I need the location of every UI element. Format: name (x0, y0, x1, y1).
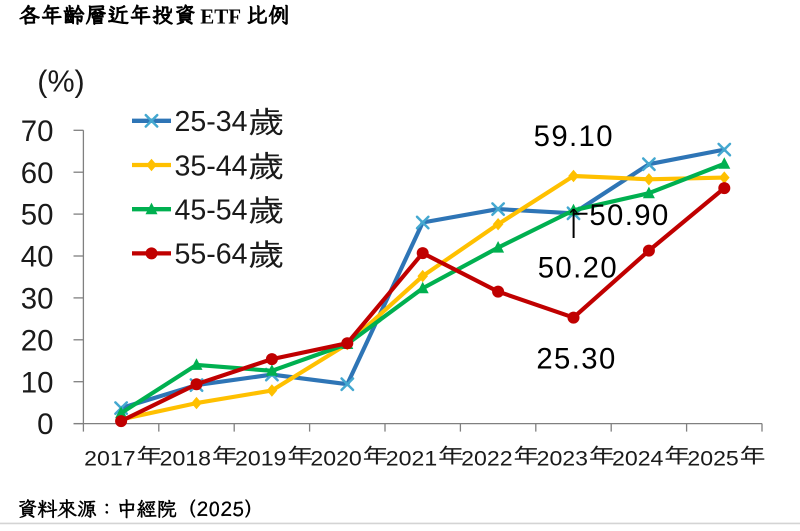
svg-text:60: 60 (21, 157, 54, 190)
svg-text:25-34: 25-34 (175, 106, 248, 138)
svg-text:50.20: 50.20 (538, 251, 618, 284)
svg-text:2018: 2018 (160, 446, 211, 471)
svg-text:(%): (%) (37, 65, 84, 99)
svg-text:0: 0 (37, 408, 53, 441)
svg-text:2025: 2025 (687, 446, 738, 471)
svg-text:40: 40 (21, 241, 54, 274)
svg-text:20: 20 (21, 324, 54, 357)
svg-text:35-44: 35-44 (175, 150, 248, 182)
svg-text:45-54: 45-54 (175, 195, 248, 227)
svg-text:ETF: ETF (200, 4, 241, 28)
svg-text:59.10: 59.10 (534, 120, 614, 153)
svg-text:2019: 2019 (235, 446, 286, 471)
svg-text:30: 30 (21, 283, 54, 316)
svg-text:2021: 2021 (386, 446, 437, 471)
svg-text:25.30: 25.30 (536, 343, 616, 376)
svg-text:2022: 2022 (461, 446, 512, 471)
svg-text:2020: 2020 (310, 446, 361, 471)
svg-text:50: 50 (21, 199, 54, 232)
svg-text:2023: 2023 (537, 446, 588, 471)
svg-text:10: 10 (21, 366, 54, 399)
svg-text:2017: 2017 (84, 446, 135, 471)
svg-text:70: 70 (21, 115, 54, 148)
svg-text:55-64: 55-64 (175, 239, 248, 271)
svg-text:50.90: 50.90 (589, 199, 669, 232)
svg-text:2024: 2024 (612, 446, 663, 471)
